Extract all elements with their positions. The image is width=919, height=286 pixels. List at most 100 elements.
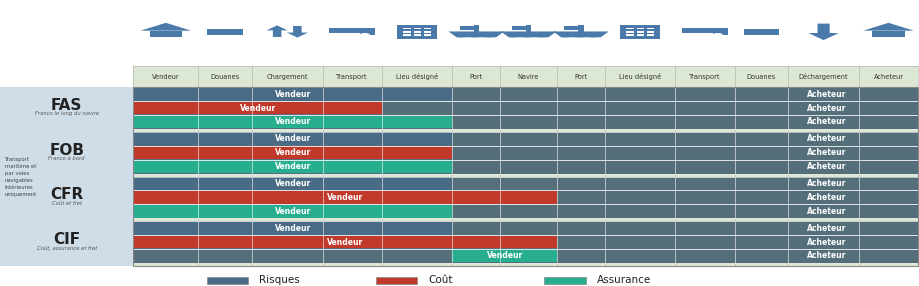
- Text: Acheteur: Acheteur: [806, 251, 845, 261]
- Bar: [133, 129, 917, 132]
- Bar: [133, 249, 917, 263]
- Bar: [133, 177, 452, 190]
- Text: Vendeur: Vendeur: [275, 207, 311, 216]
- Bar: [526, 25, 531, 33]
- Bar: [133, 190, 917, 204]
- Bar: [133, 146, 452, 159]
- Bar: [414, 31, 420, 33]
- Circle shape: [359, 33, 369, 36]
- Bar: [682, 27, 727, 33]
- Bar: [403, 34, 410, 36]
- Polygon shape: [808, 24, 838, 40]
- Text: Vendeur: Vendeur: [326, 193, 363, 202]
- Text: Assurance: Assurance: [596, 275, 651, 285]
- Text: Acheteur: Acheteur: [806, 162, 845, 171]
- Polygon shape: [141, 23, 191, 31]
- Bar: [207, 30, 243, 32]
- Bar: [133, 88, 452, 101]
- Bar: [133, 116, 452, 128]
- Bar: [734, 146, 917, 159]
- Circle shape: [712, 33, 722, 36]
- Bar: [743, 30, 778, 32]
- Bar: [133, 87, 917, 101]
- Text: Transport
maritime et
par voies
navigables
intérieures
uniquement: Transport maritime et par voies navigabl…: [5, 157, 37, 196]
- Bar: [133, 204, 917, 218]
- Bar: [734, 177, 917, 190]
- Bar: [329, 27, 375, 33]
- Bar: [133, 66, 917, 87]
- Text: Vendeur: Vendeur: [275, 148, 311, 157]
- Bar: [646, 27, 653, 29]
- Bar: [133, 222, 452, 235]
- Text: Acheteur: Acheteur: [872, 74, 902, 80]
- Text: Déchargement: Déchargement: [798, 73, 847, 80]
- Bar: [150, 31, 182, 37]
- Bar: [396, 25, 437, 39]
- Text: Vendeur: Vendeur: [275, 90, 311, 99]
- Text: Acheteur: Acheteur: [806, 90, 845, 99]
- Text: Franco à bord: Franco à bord: [49, 156, 85, 161]
- Bar: [626, 34, 633, 36]
- Bar: [133, 191, 556, 204]
- Text: Vendeur: Vendeur: [275, 179, 311, 188]
- Text: Franco le long du navire: Franco le long du navire: [35, 111, 98, 116]
- Text: Port: Port: [470, 74, 482, 80]
- Circle shape: [686, 33, 697, 36]
- Text: FAS: FAS: [51, 98, 83, 113]
- Text: Douanes: Douanes: [210, 74, 240, 80]
- Text: Lieu désigné: Lieu désigné: [395, 73, 437, 80]
- Polygon shape: [500, 31, 556, 37]
- Text: Acheteur: Acheteur: [806, 238, 845, 247]
- Bar: [133, 101, 917, 115]
- Bar: [133, 115, 917, 129]
- Bar: [207, 32, 243, 33]
- Text: Navire: Navire: [517, 74, 539, 80]
- Bar: [133, 176, 917, 190]
- Bar: [734, 250, 917, 262]
- Bar: [734, 222, 917, 235]
- Text: Vendeur: Vendeur: [275, 134, 311, 143]
- Bar: [133, 160, 452, 173]
- Bar: [734, 205, 917, 218]
- Polygon shape: [448, 31, 504, 37]
- Bar: [743, 29, 778, 30]
- Text: Douanes: Douanes: [746, 74, 776, 80]
- Text: Acheteur: Acheteur: [806, 134, 845, 143]
- Bar: [473, 25, 479, 33]
- Circle shape: [335, 33, 345, 36]
- Text: Chargement: Chargement: [267, 74, 308, 80]
- Bar: [460, 26, 473, 30]
- Bar: [207, 29, 243, 30]
- Text: Port: Port: [573, 74, 587, 80]
- Text: Risques: Risques: [259, 275, 300, 285]
- Bar: [636, 34, 643, 36]
- Polygon shape: [552, 31, 608, 37]
- Bar: [636, 31, 643, 33]
- Bar: [133, 263, 917, 266]
- Text: Lieu désigné: Lieu désigné: [618, 73, 661, 80]
- Text: CIF: CIF: [53, 232, 80, 247]
- Bar: [743, 32, 778, 33]
- Bar: [871, 31, 903, 37]
- Text: Vendeur: Vendeur: [152, 74, 179, 80]
- Bar: [424, 31, 430, 33]
- Text: Acheteur: Acheteur: [806, 179, 845, 188]
- Text: CFR: CFR: [50, 187, 84, 202]
- Bar: [133, 235, 917, 249]
- Bar: [646, 34, 653, 36]
- Bar: [734, 116, 917, 128]
- Bar: [734, 191, 917, 204]
- Text: Acheteur: Acheteur: [806, 207, 845, 216]
- Bar: [424, 34, 430, 36]
- Text: Acheteur: Acheteur: [806, 118, 845, 126]
- Bar: [403, 31, 410, 33]
- Text: FOB: FOB: [49, 143, 85, 158]
- Bar: [619, 25, 660, 39]
- Bar: [563, 26, 577, 30]
- Bar: [133, 102, 381, 114]
- Bar: [133, 160, 917, 174]
- Bar: [626, 31, 633, 33]
- Text: Acheteur: Acheteur: [806, 104, 845, 113]
- Bar: [452, 250, 556, 262]
- Bar: [712, 27, 727, 35]
